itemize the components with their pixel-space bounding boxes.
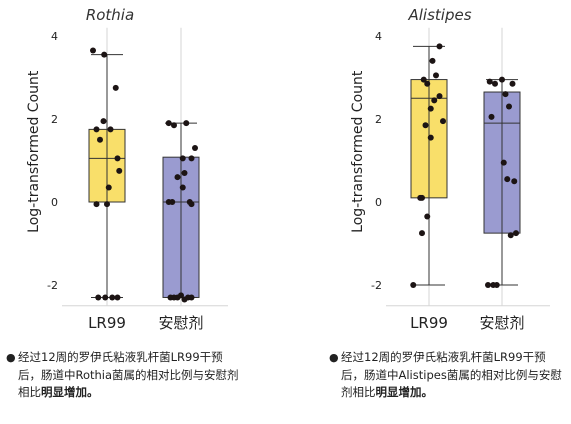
- data-point: [169, 199, 176, 205]
- data-point: [433, 72, 439, 79]
- data-point: [424, 213, 431, 220]
- data-point: [424, 80, 431, 87]
- data-point: [93, 126, 100, 133]
- x-tick-label: 安慰剂: [158, 314, 203, 332]
- data-point: [504, 176, 511, 183]
- data-point: [493, 282, 500, 288]
- data-point: [485, 282, 491, 288]
- data-point: [188, 201, 195, 208]
- data-point: [502, 91, 509, 98]
- y-tick-label: 2: [375, 113, 382, 126]
- data-point: [114, 294, 121, 301]
- data-point: [513, 230, 519, 237]
- data-point: [183, 120, 190, 127]
- data-point: [112, 84, 119, 91]
- data-point: [105, 184, 112, 191]
- data-point: [507, 232, 514, 239]
- caption-alistipes: ● 经过12周的罗伊氏粘液乳杆菌LR99干预后，肠道中Alistipes菌属的相…: [329, 349, 563, 402]
- caption-bullet: ●: [6, 351, 16, 364]
- data-point: [427, 134, 434, 141]
- data-point: [114, 155, 121, 162]
- data-point: [174, 174, 181, 181]
- data-point: [165, 120, 172, 127]
- data-point: [420, 76, 427, 83]
- caption-text: 经过12周的罗伊氏粘液乳杆菌LR99干预后，肠道中Rothia菌属的相对比例与安…: [18, 350, 239, 399]
- x-tick-label: LR99: [88, 314, 126, 332]
- caption-bullet: ●: [329, 351, 339, 364]
- data-point: [101, 51, 108, 58]
- y-tick-label: 4: [51, 30, 58, 43]
- data-point: [192, 145, 198, 152]
- y-tick-label: 0: [51, 196, 58, 209]
- caption-rothia: ● 经过12周的罗伊氏粘液乳杆菌LR99干预后，肠道中Rothia菌属的相对比例…: [6, 349, 240, 402]
- y-tick-label: -2: [47, 279, 58, 292]
- data-point: [427, 105, 434, 112]
- data-point: [179, 184, 186, 191]
- data-point: [419, 230, 425, 237]
- data-point: [429, 57, 436, 64]
- data-point: [188, 294, 195, 301]
- y-tick-label: 2: [51, 113, 58, 126]
- x-tick-label: LR99: [410, 314, 448, 332]
- x-tick-label: 安慰剂: [479, 314, 524, 332]
- data-point: [436, 43, 443, 50]
- data-point: [116, 167, 123, 174]
- data-point: [181, 169, 188, 176]
- data-point: [171, 122, 177, 129]
- data-point: [97, 136, 103, 143]
- caption-emphasis: 明显增加。: [41, 385, 99, 399]
- data-point: [431, 97, 438, 104]
- data-point: [107, 126, 114, 133]
- data-point: [102, 294, 109, 301]
- caption-emphasis: 明显增加。: [375, 385, 434, 399]
- data-point: [499, 76, 505, 83]
- data-point: [179, 155, 186, 162]
- y-tick-label: -2: [371, 279, 382, 292]
- data-point: [100, 118, 107, 125]
- chart-title: Alistipes: [407, 6, 471, 24]
- data-point: [178, 292, 184, 299]
- y-axis-label: Log-transformed Count: [350, 70, 366, 233]
- data-point: [422, 122, 429, 129]
- data-point: [492, 80, 498, 87]
- data-point: [417, 194, 424, 201]
- chart-title: Rothia: [86, 6, 134, 24]
- data-point: [511, 178, 518, 185]
- data-point: [486, 78, 493, 85]
- data-point: [506, 103, 512, 110]
- y-tick-label: 4: [375, 30, 382, 43]
- data-point: [488, 113, 495, 120]
- data-point: [109, 294, 116, 301]
- data-point: [104, 201, 110, 208]
- data-point: [188, 155, 195, 162]
- data-point: [93, 201, 100, 208]
- caption-text: 经过12周的罗伊氏粘液乳杆菌LR99干预后，肠道中Alistipes菌属的相对比…: [341, 350, 562, 399]
- y-axis-label: Log-transformed Count: [26, 70, 42, 233]
- y-tick-label: 0: [375, 196, 382, 209]
- data-point: [436, 93, 443, 100]
- data-point: [500, 159, 507, 166]
- data-point: [95, 294, 102, 301]
- data-point: [440, 118, 446, 125]
- data-point: [90, 47, 96, 54]
- data-point: [410, 282, 417, 288]
- data-point: [509, 80, 516, 87]
